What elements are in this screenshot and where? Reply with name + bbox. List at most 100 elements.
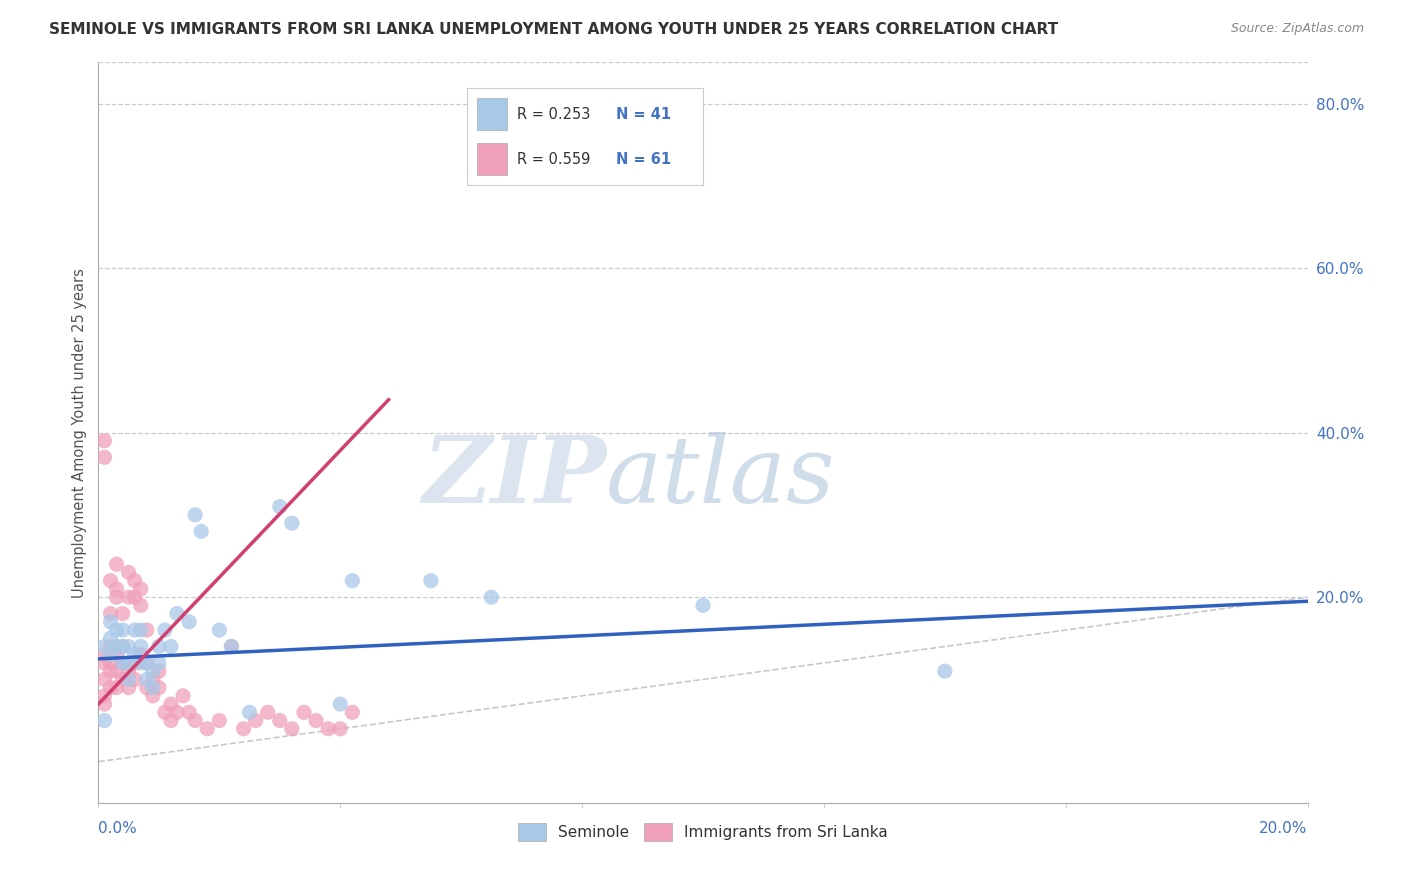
Text: ZIP: ZIP: [422, 432, 606, 522]
Point: [142, 681, 165, 695]
Point: [100, 632, 122, 646]
Point: [129, 640, 152, 654]
Point: [93, 714, 115, 728]
Point: [316, 722, 339, 736]
Point: [148, 656, 170, 670]
Point: [269, 714, 291, 728]
Point: [142, 664, 165, 678]
Point: [124, 590, 146, 604]
Point: [129, 623, 152, 637]
Point: [100, 681, 122, 695]
Text: 0.0%: 0.0%: [98, 822, 138, 837]
Point: [342, 574, 364, 588]
Point: [221, 640, 243, 654]
Point: [221, 640, 243, 654]
Text: 20.0%: 20.0%: [1260, 822, 1308, 837]
Point: [93, 434, 115, 448]
Point: [281, 722, 304, 736]
Point: [105, 590, 128, 604]
Point: [129, 599, 152, 613]
Point: [124, 656, 146, 670]
Point: [148, 664, 170, 678]
Point: [93, 648, 115, 662]
Point: [148, 640, 170, 654]
Point: [100, 656, 122, 670]
Point: [111, 640, 134, 654]
Point: [245, 714, 267, 728]
Point: [118, 664, 141, 678]
Point: [420, 574, 443, 588]
Point: [118, 640, 141, 654]
Point: [105, 681, 128, 695]
Point: [135, 681, 157, 695]
Point: [239, 706, 262, 720]
Point: [172, 689, 194, 703]
Text: Source: ZipAtlas.com: Source: ZipAtlas.com: [1230, 22, 1364, 36]
Point: [142, 689, 165, 703]
Point: [481, 590, 503, 604]
Point: [100, 607, 122, 621]
Point: [100, 615, 122, 629]
Point: [232, 722, 254, 736]
Point: [93, 673, 115, 687]
Point: [135, 656, 157, 670]
Point: [124, 673, 146, 687]
Point: [142, 673, 165, 687]
Point: [111, 656, 134, 670]
Point: [111, 673, 134, 687]
Point: [111, 656, 134, 670]
Point: [208, 623, 231, 637]
Point: [118, 566, 141, 580]
Point: [129, 656, 152, 670]
Point: [124, 574, 146, 588]
Point: [208, 714, 231, 728]
Point: [269, 500, 291, 514]
Point: [118, 656, 141, 670]
Point: [342, 706, 364, 720]
Point: [179, 615, 201, 629]
Point: [100, 574, 122, 588]
Point: [153, 706, 176, 720]
Point: [124, 623, 146, 637]
Point: [105, 648, 128, 662]
Point: [100, 648, 122, 662]
Point: [256, 706, 278, 720]
Point: [184, 508, 207, 522]
Point: [160, 714, 183, 728]
Point: [692, 599, 714, 613]
Point: [129, 648, 152, 662]
Point: [179, 706, 201, 720]
Point: [111, 640, 134, 654]
Point: [135, 673, 157, 687]
Point: [93, 640, 115, 654]
Point: [281, 516, 304, 530]
Point: [124, 648, 146, 662]
Point: [292, 706, 315, 720]
Point: [160, 640, 183, 654]
Point: [93, 450, 115, 465]
Point: [111, 607, 134, 621]
Point: [329, 697, 352, 711]
Point: [118, 590, 141, 604]
Point: [118, 673, 141, 687]
Point: [190, 524, 212, 539]
Point: [934, 664, 956, 678]
Point: [135, 656, 157, 670]
Point: [195, 722, 218, 736]
Point: [184, 714, 207, 728]
Point: [93, 689, 115, 703]
Point: [100, 664, 122, 678]
Point: [111, 623, 134, 637]
Point: [153, 623, 176, 637]
Point: [160, 697, 183, 711]
Point: [105, 582, 128, 596]
Point: [118, 681, 141, 695]
Point: [148, 681, 170, 695]
Text: SEMINOLE VS IMMIGRANTS FROM SRI LANKA UNEMPLOYMENT AMONG YOUTH UNDER 25 YEARS CO: SEMINOLE VS IMMIGRANTS FROM SRI LANKA UN…: [49, 22, 1059, 37]
Text: atlas: atlas: [606, 432, 835, 522]
Point: [105, 640, 128, 654]
Point: [105, 623, 128, 637]
Point: [93, 656, 115, 670]
Point: [93, 697, 115, 711]
Point: [166, 607, 188, 621]
